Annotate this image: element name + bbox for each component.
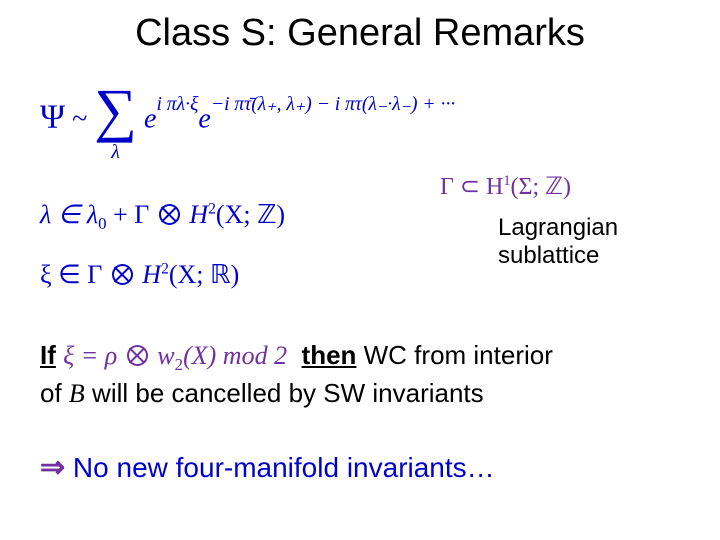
conditional-line-2: of B will be cancelled by SW invariants — [40, 378, 484, 409]
eq4-sup2: 2 — [161, 260, 169, 277]
of-word: of — [40, 378, 69, 408]
exponent-1: i πλ·ξ — [156, 94, 198, 115]
label-line2: sublattice — [498, 242, 618, 270]
conclusion-text: No new four-manifold invariants… — [73, 452, 495, 483]
equation-gamma-subset: Γ ⊂ H1(Σ; ℤ) — [440, 172, 571, 201]
equation-psi-sum: Ψ ~ ∑ λ ei πλ·ξe−i πτ̄(λ₊, λ₊) − i πτ(λ₋… — [40, 80, 455, 162]
tensor-icon-2 — [112, 264, 133, 285]
eq2-lhs: λ ∈ λ — [40, 200, 98, 229]
psi-symbol: Ψ — [40, 98, 65, 135]
eq2-plus: + Γ — [107, 200, 156, 229]
tensor-icon — [159, 204, 180, 225]
exponent-2: −i πτ̄(λ₊, λ₊) − i πτ(λ₋·λ₋) + ··· — [211, 94, 455, 115]
arrow-symbol: ⇒ — [40, 451, 65, 484]
sigma-symbol: ∑ — [94, 80, 137, 140]
line6-rest: will be cancelled by SW invariants — [85, 378, 484, 408]
eq3-text2: (Σ; ℤ) — [511, 174, 572, 200]
eq3-sup1: 1 — [503, 173, 510, 189]
tensor-icon-3 — [127, 345, 148, 366]
cond3: (X) mod 2 — [183, 341, 287, 370]
then-word: then — [302, 340, 357, 370]
summation: ∑ λ — [94, 80, 137, 162]
eq2-sup2: 2 — [208, 200, 216, 217]
e2: e — [198, 103, 210, 134]
eq2-paren: (X; ℤ) — [216, 200, 285, 229]
script-B: B — [69, 379, 85, 408]
e1: e — [144, 103, 156, 134]
equation-xi-in: ξ ∈ Γ H2(X; ℝ) — [40, 260, 239, 290]
eq4-lhs: ξ ∈ Γ — [40, 260, 109, 289]
cond1: ξ = ρ — [63, 341, 124, 370]
equation-lambda-in: λ ∈ λ0 + Γ H2(X; ℤ) — [40, 200, 285, 234]
eq4-paren: (X; ℝ) — [169, 260, 239, 289]
lagrangian-label: Lagrangian sublattice — [498, 214, 618, 269]
cond-sub2: 2 — [175, 355, 183, 374]
conditional-line-1: If ξ = ρ w2(X) mod 2 then WC from interi… — [40, 340, 553, 375]
sum-index: λ — [94, 142, 137, 162]
eq2-rhs: H — [183, 200, 208, 229]
eq4-rhs: H — [136, 260, 161, 289]
if-word: If — [40, 340, 56, 370]
slide-root: Class S: General Remarks Ψ ~ ∑ λ ei πλ·ξ… — [0, 0, 720, 540]
line5-rest: WC from interior — [356, 340, 552, 370]
cond2: w — [151, 341, 175, 370]
label-line1: Lagrangian — [498, 214, 618, 242]
slide-title: Class S: General Remarks — [0, 12, 720, 55]
eq2-sub0: 0 — [98, 214, 106, 233]
sim-symbol: ~ — [72, 103, 87, 134]
eq3-text1: Γ ⊂ H — [440, 174, 503, 200]
conclusion-line: ⇒ No new four-manifold invariants… — [40, 450, 495, 485]
